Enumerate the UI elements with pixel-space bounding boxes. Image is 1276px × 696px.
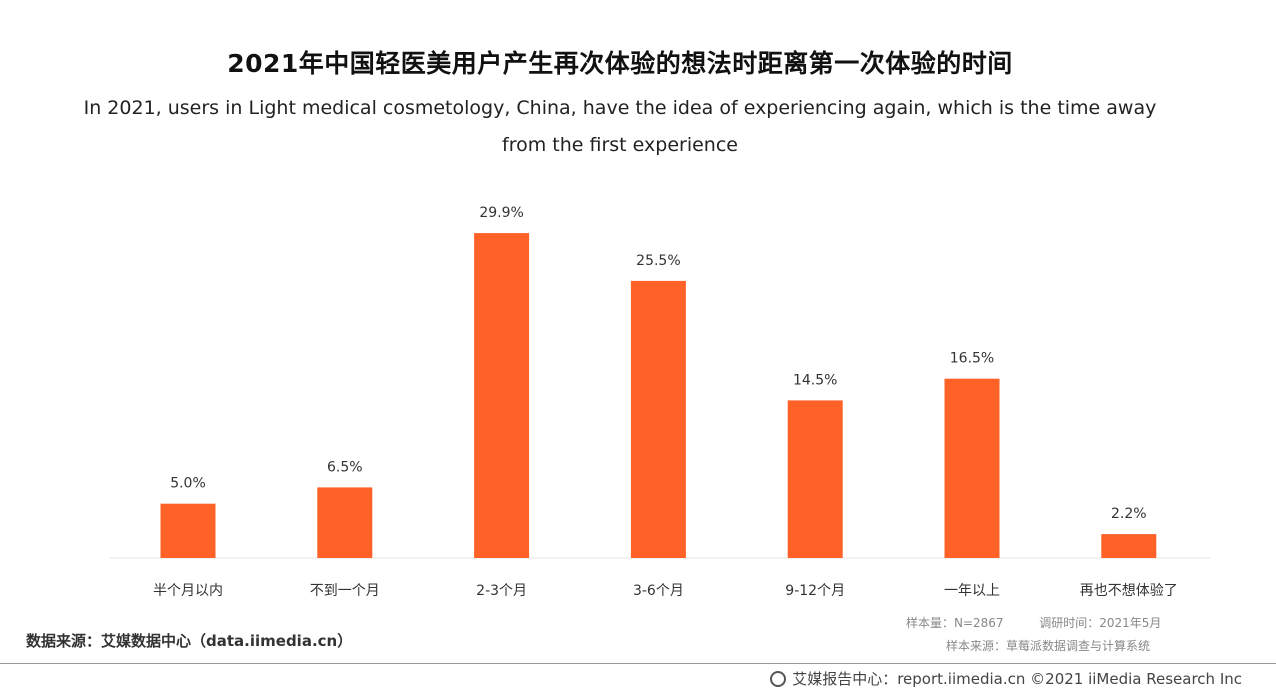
bar-1 xyxy=(317,487,373,558)
bar-5 xyxy=(944,378,1000,558)
value-label-1: 6.5% xyxy=(327,459,363,475)
bar-2 xyxy=(474,233,530,558)
bar-0 xyxy=(160,503,216,558)
bar-chart: 5.0% 半个月以内 6.5% 不到一个月 29.9% 2-3个月 25.5% 3-6个月 14… xyxy=(110,205,1210,599)
bars-group: 5.0% 半个月以内 6.5% 不到一个月 29.9% 2-3个月 25.5% 3-6个月 14… xyxy=(153,205,1178,599)
category-label-6: 再也不想体验了 xyxy=(1080,583,1178,599)
survey-time: 调研时间：2021年5月 xyxy=(1039,616,1162,630)
bar-6 xyxy=(1101,534,1157,558)
iimedia-logo-icon xyxy=(770,670,787,687)
value-label-5: 16.5% xyxy=(950,351,994,367)
subtitle-line-1: In 2021, users in Light medical cosmetol… xyxy=(83,97,1157,119)
footer-text: 艾媒报告中心：report.iimedia.cn ©2021 iiMedia R… xyxy=(792,670,1242,688)
sample-source: 样本来源：草莓派数据调查与计算系统 xyxy=(946,639,1151,653)
chart-title: 2021年中国轻医美用户产生再次体验的想法时距离第一次体验的时间 xyxy=(227,49,1013,78)
value-label-2: 29.9% xyxy=(479,205,523,221)
data-source: 数据来源：艾媒数据中心（data.iimedia.cn） xyxy=(26,632,353,650)
footer-divider xyxy=(0,663,1276,664)
category-label-0: 半个月以内 xyxy=(153,583,223,599)
subtitle-line-2: from the first experience xyxy=(502,134,738,156)
chart-subtitle: In 2021, users in Light medical cosmetol… xyxy=(70,90,1170,164)
category-label-1: 不到一个月 xyxy=(310,583,380,599)
value-label-4: 14.5% xyxy=(793,372,837,388)
value-label-3: 25.5% xyxy=(636,253,680,269)
category-label-5: 一年以上 xyxy=(944,583,1000,599)
value-label-0: 5.0% xyxy=(170,476,206,492)
bar-3 xyxy=(630,280,686,558)
footer: 艾媒报告中心：report.iimedia.cn ©2021 iiMedia R… xyxy=(770,668,1242,689)
bar-4 xyxy=(787,400,843,558)
value-label-6: 2.2% xyxy=(1111,506,1147,522)
category-label-4: 9-12个月 xyxy=(785,583,845,599)
category-label-2: 2-3个月 xyxy=(476,583,527,599)
category-label-3: 3-6个月 xyxy=(633,583,684,599)
sample-size: 样本量：N=2867 xyxy=(906,616,1004,630)
